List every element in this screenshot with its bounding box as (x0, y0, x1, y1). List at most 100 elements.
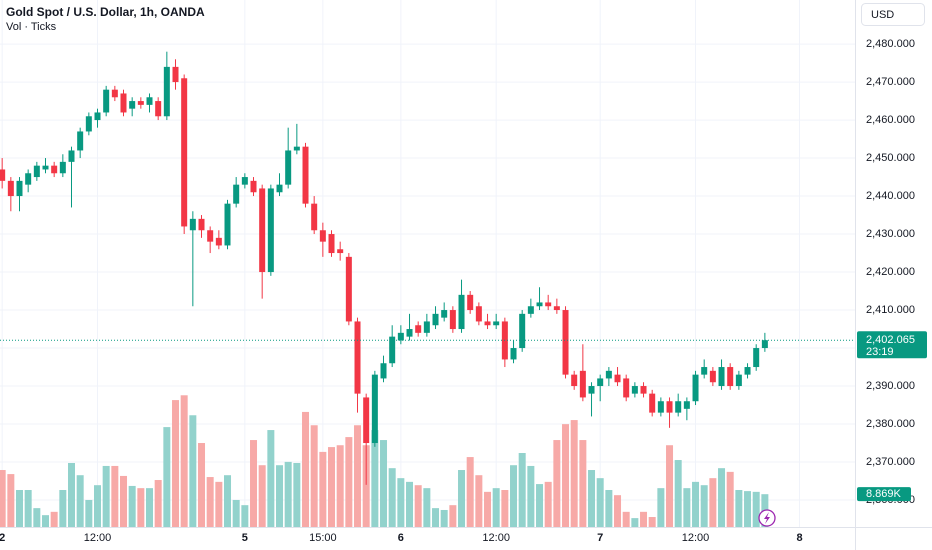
candle-body (579, 370, 586, 398)
volume-bar (718, 468, 726, 527)
volume-bar (137, 488, 145, 527)
volume-bar (354, 425, 362, 527)
volume-bar (16, 490, 24, 527)
y-tick-label: 2,470.000 (866, 76, 915, 88)
candle-body (640, 386, 647, 394)
volume-bar (501, 490, 509, 527)
volume-bar (397, 478, 405, 527)
y-tick-label: 2,460.000 (866, 114, 915, 126)
candle-body (328, 234, 335, 254)
candle-body (527, 306, 534, 314)
volume-bar (423, 488, 431, 527)
candle-body (0, 169, 6, 181)
volume-bar (735, 490, 743, 527)
x-tick-label: 2 (0, 532, 5, 544)
last-volume-box (857, 487, 911, 502)
candle-body (718, 367, 725, 387)
candle-body (675, 401, 682, 413)
last-price-label: 2,402.065 (866, 334, 915, 346)
volume-bar (267, 430, 275, 527)
volume-bar (492, 488, 500, 527)
y-tick-label: 2,370.000 (866, 456, 915, 468)
volume-bar (0, 470, 6, 527)
volume-bar (362, 445, 370, 527)
candle-body (345, 256, 352, 322)
volume-bar (276, 465, 284, 527)
candle-body (25, 173, 32, 185)
volume-bar (570, 420, 578, 527)
candle-body (458, 294, 465, 330)
candle-body (163, 66, 170, 117)
candle-body (337, 249, 344, 254)
candle-body (562, 310, 569, 375)
candle-body (94, 112, 101, 121)
candle-body (293, 146, 300, 151)
volume-bar (172, 400, 180, 527)
candle-body (207, 230, 214, 242)
volume-bar (648, 517, 656, 527)
volume-bar (154, 480, 162, 527)
candle-body (605, 370, 612, 379)
candle-body (267, 188, 274, 273)
candle-body (42, 165, 49, 170)
candle-body (631, 386, 638, 394)
candle-body (519, 313, 526, 349)
currency-label[interactable]: USD (871, 9, 894, 21)
candle-body (545, 302, 552, 307)
candle-body (7, 180, 14, 197)
candle-body (302, 146, 309, 204)
candle-body (59, 161, 66, 174)
candle-body (363, 397, 370, 444)
candle-body (241, 177, 248, 185)
lightning-icon[interactable] (758, 509, 776, 527)
volume-bar (42, 515, 50, 527)
volume-bar (683, 488, 691, 527)
candle-body (389, 336, 396, 364)
currency-button[interactable] (861, 3, 925, 26)
volume-bar (102, 465, 110, 527)
candle-body (51, 165, 58, 174)
volume-bar (544, 481, 552, 527)
candle-body (33, 165, 40, 178)
volume-bar (284, 461, 292, 527)
volume-bar (319, 451, 327, 527)
volume-bar (588, 470, 596, 527)
volume-bar (406, 481, 414, 527)
volume-bar (518, 453, 526, 527)
grid (0, 0, 855, 527)
candle-body (137, 101, 144, 105)
candle-body (493, 321, 500, 326)
candle-body (77, 131, 84, 151)
countdown-label: 23:19 (866, 346, 894, 358)
candle-body (181, 78, 188, 227)
candle-body (354, 321, 361, 394)
x-tick-label: 6 (398, 532, 404, 544)
volume-bar (432, 508, 440, 527)
candle-body (709, 370, 716, 383)
candle-body (397, 332, 404, 341)
candle-body (727, 367, 734, 387)
volume-bar (553, 440, 561, 527)
candle-body (146, 97, 153, 105)
volume-bar (458, 470, 466, 527)
volume-bar (7, 474, 15, 527)
candle-body (753, 348, 760, 368)
y-tick-label: 2,450.000 (866, 152, 915, 164)
candle-body (701, 367, 708, 375)
candle-body (311, 203, 318, 231)
volume-bar (241, 505, 249, 527)
y-tick-label: 2,380.000 (866, 418, 915, 430)
candle-body (371, 374, 378, 444)
volume-bar (24, 490, 32, 527)
volume-bar (128, 485, 136, 527)
candle-body (415, 325, 422, 333)
volume-bar (85, 499, 93, 527)
volume-pane (0, 395, 769, 527)
volume-bar (371, 430, 379, 527)
volume-bar (336, 445, 344, 527)
x-tick-label: 12:00 (84, 532, 112, 544)
volume-bar (562, 424, 570, 527)
candle-body (103, 89, 110, 113)
